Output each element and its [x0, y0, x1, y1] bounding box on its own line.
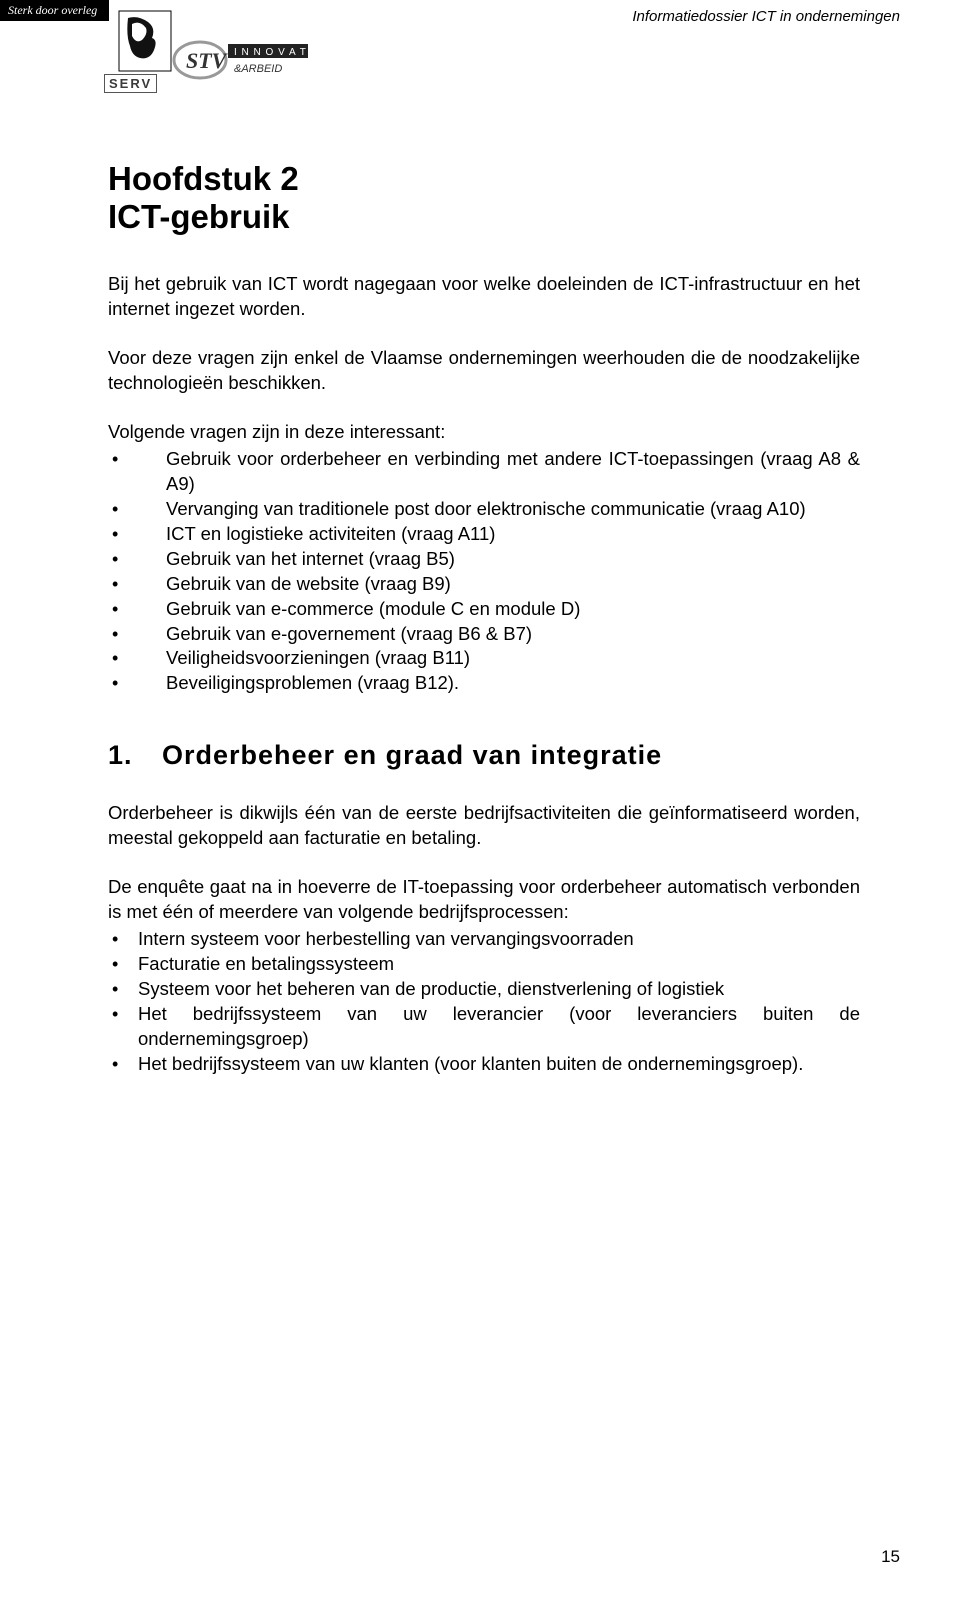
- section-1-list-intro: De enquête gaat na in hoeverre de IT-toe…: [108, 875, 860, 925]
- list-item: Gebruik van de website (vraag B9): [108, 572, 860, 597]
- list-item: Gebruik van e-commerce (module C en modu…: [108, 597, 860, 622]
- section-1-heading: 1.Orderbeheer en graad van integratie: [108, 740, 860, 771]
- intro-paragraph-2: Voor deze vragen zijn enkel de Vlaamse o…: [108, 346, 860, 396]
- chapter-line-1: Hoofdstuk 2: [108, 160, 299, 197]
- chapter-title: Hoofdstuk 2 ICT-gebruik: [108, 160, 860, 236]
- chapter-line-2: ICT-gebruik: [108, 198, 290, 235]
- intro-bullet-list: Gebruik voor orderbeheer en verbinding m…: [108, 447, 860, 697]
- lion-logo-icon: [118, 10, 172, 72]
- page-header: Sterk door overleg Informatiedossier ICT…: [0, 0, 960, 100]
- intro-paragraph-1: Bij het gebruik van ICT wordt nagegaan v…: [108, 272, 860, 322]
- list-item: Het bedrijfssysteem van uw leverancier (…: [108, 1002, 860, 1052]
- page-number: 15: [881, 1547, 900, 1567]
- list-item: Gebruik van het internet (vraag B5): [108, 547, 860, 572]
- svg-text:I N N O V A T I E: I N N O V A T I E: [234, 47, 312, 58]
- serv-logo: SERV: [104, 74, 157, 93]
- svg-text:STV: STV: [186, 48, 229, 73]
- list-item: Gebruik van e-governement (vraag B6 & B7…: [108, 622, 860, 647]
- section-1-paragraph-1: Orderbeheer is dikwijls één van de eerst…: [108, 801, 860, 851]
- banner-tag: Sterk door overleg: [0, 0, 109, 21]
- running-header: Informatiedossier ICT in ondernemingen: [632, 8, 900, 25]
- list-item: Veiligheidsvoorzieningen (vraag B11): [108, 646, 860, 671]
- content-area: Hoofdstuk 2 ICT-gebruik Bij het gebruik …: [0, 100, 960, 1077]
- intro-list-intro: Volgende vragen zijn in deze interessant…: [108, 420, 860, 445]
- list-item: Intern systeem voor herbestelling van ve…: [108, 927, 860, 952]
- list-item: Gebruik voor orderbeheer en verbinding m…: [108, 447, 860, 497]
- list-item: ICT en logistieke activiteiten (vraag A1…: [108, 522, 860, 547]
- svg-text:&ARBEID: &ARBEID: [234, 63, 282, 75]
- section-1-bullet-list: Intern systeem voor herbestelling van ve…: [108, 927, 860, 1077]
- stv-logo-icon: STV I N N O V A T I E &ARBEID: [172, 32, 312, 88]
- section-number: 1.: [108, 740, 162, 771]
- list-item: Het bedrijfssysteem van uw klanten (voor…: [108, 1052, 860, 1077]
- list-item: Facturatie en betalingssysteem: [108, 952, 860, 977]
- section-title: Orderbeheer en graad van integratie: [162, 740, 662, 770]
- list-item: Vervanging van traditionele post door el…: [108, 497, 860, 522]
- list-item: Beveiligingsproblemen (vraag B12).: [108, 671, 860, 696]
- list-item: Systeem voor het beheren van de producti…: [108, 977, 860, 1002]
